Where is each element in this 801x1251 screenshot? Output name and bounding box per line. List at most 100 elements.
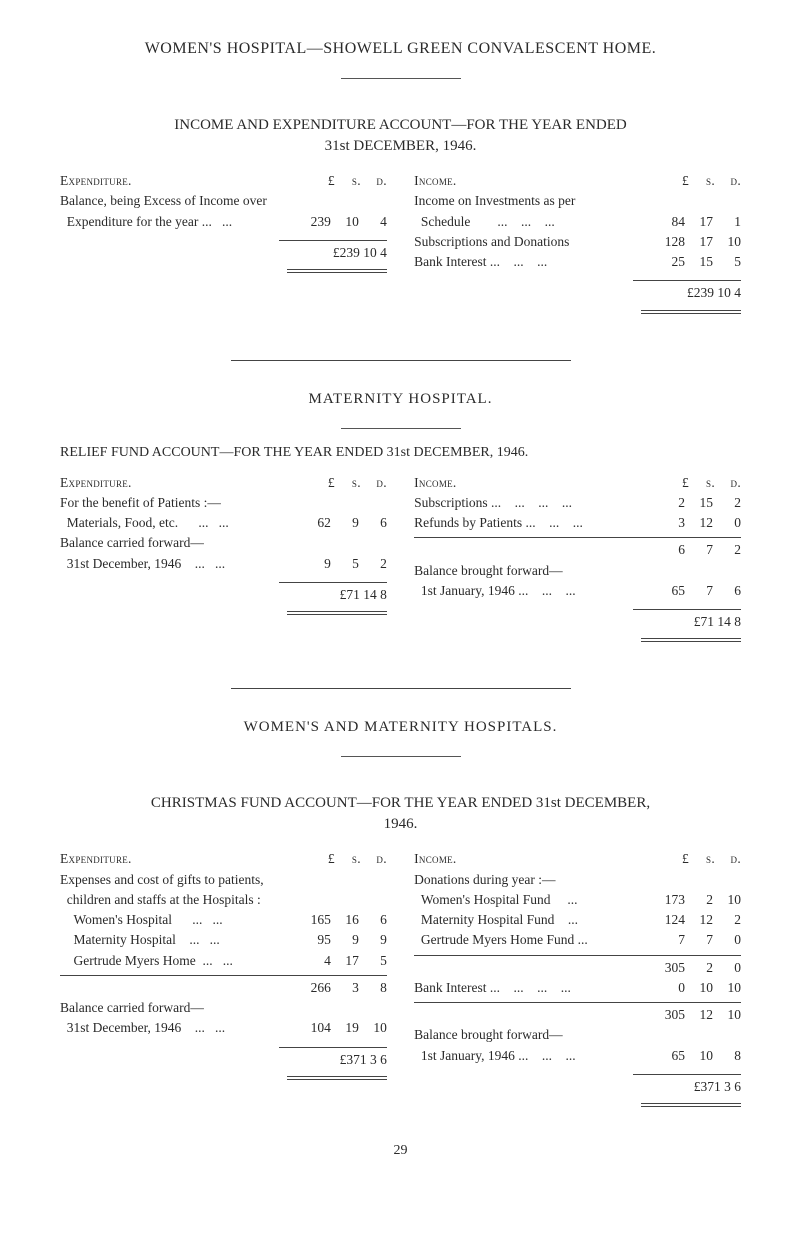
- ledger-row: Balance, being Excess of Income over: [60, 191, 387, 211]
- pence: [721, 561, 741, 581]
- ledger-row: Gertrude Myers Home Fund ... 7 7 0: [414, 930, 741, 950]
- row-label: Schedule ... ... ...: [414, 212, 635, 232]
- header-label: Income.: [414, 473, 663, 493]
- pounds: [643, 561, 685, 581]
- shillings: 17: [339, 951, 359, 971]
- pounds: 305: [643, 958, 685, 978]
- pounds: 62: [289, 513, 331, 533]
- total-value: £239 10 4: [641, 283, 741, 303]
- pence: 5: [721, 252, 741, 272]
- amt-head-pounds: £: [317, 473, 335, 493]
- shillings: 5: [339, 554, 359, 574]
- ledger-row: Balance brought forward—: [414, 1025, 741, 1045]
- column-header: Income. £ s. d.: [414, 473, 741, 493]
- total-rule: [60, 1074, 387, 1086]
- total-row: £71 14 8: [60, 578, 387, 605]
- pounds: 65: [643, 581, 685, 601]
- amount: [281, 493, 387, 513]
- ledger-row: Subscriptions ... ... ... ... 2 15 2: [414, 493, 741, 513]
- amount: 305 12 10: [635, 1005, 741, 1025]
- total-value: £371 3 6: [287, 1050, 387, 1070]
- pence: 4: [367, 212, 387, 232]
- ledger-row: 31st December, 1946 ... ... 9 5 2: [60, 554, 387, 574]
- row-label: Materials, Food, etc. ... ...: [60, 513, 281, 533]
- pence: 6: [367, 910, 387, 930]
- row-label: Gertrude Myers Home Fund ...: [414, 930, 635, 950]
- amount: £239 10 4: [633, 280, 741, 303]
- total-row: £239 10 4: [60, 236, 387, 263]
- amount: 128 17 10: [635, 232, 741, 252]
- shillings: 2: [693, 958, 713, 978]
- shillings: [339, 890, 359, 910]
- amount: [635, 1025, 741, 1045]
- amount: 173 2 10: [635, 890, 741, 910]
- shillings: [339, 533, 359, 553]
- combined-heading: WOMEN'S AND MATERNITY HOSPITALS.: [60, 719, 741, 736]
- rule: [231, 688, 571, 689]
- pence: [721, 870, 741, 890]
- ledger-row: Refunds by Patients ... ... ... 3 12 0: [414, 513, 741, 533]
- rule: [231, 360, 571, 361]
- pounds: 6: [643, 540, 685, 560]
- amount: [635, 870, 741, 890]
- pounds: 65: [643, 1046, 685, 1066]
- amount: [635, 191, 741, 211]
- row-label: Balance, being Excess of Income over: [60, 191, 281, 211]
- acct2-heading: RELIEF FUND ACCOUNT—FOR THE YEAR ENDED 3…: [60, 445, 741, 461]
- shillings: 10: [693, 1046, 713, 1066]
- amount: 62 9 6: [281, 513, 387, 533]
- pence: 10: [721, 978, 741, 998]
- row-label: [414, 1005, 635, 1025]
- amount: £371 3 6: [279, 1047, 387, 1070]
- pounds: [643, 870, 685, 890]
- ledger-row: Gertrude Myers Home ... ... 4 17 5: [60, 951, 387, 971]
- shillings: [339, 870, 359, 890]
- total-value: £371 3 6: [641, 1077, 741, 1097]
- row-label: Balance carried forward—: [60, 533, 281, 553]
- amount: 65 10 8: [635, 1046, 741, 1066]
- total-value: £71 14 8: [641, 612, 741, 632]
- amount: 266 3 8: [281, 978, 387, 998]
- ledger-row: Women's Hospital ... ... 165 16 6: [60, 910, 387, 930]
- maternity-heading: MATERNITY HOSPITAL.: [60, 391, 741, 408]
- shillings: [693, 1025, 713, 1045]
- ledger-row: Donations during year :—: [414, 870, 741, 890]
- ledger-row: Women's Hospital Fund ... 173 2 10: [414, 890, 741, 910]
- row-label: [60, 978, 281, 998]
- ledger-row: Maternity Hospital ... ... 95 9 9: [60, 930, 387, 950]
- row-label: Refunds by Patients ... ... ...: [414, 513, 635, 533]
- pounds: 305: [643, 1005, 685, 1025]
- row-label: Expenditure for the year ... ...: [60, 212, 281, 232]
- column-header: Income. £ s. d.: [414, 171, 741, 191]
- shillings: 19: [339, 1018, 359, 1038]
- amount: 65 7 6: [635, 581, 741, 601]
- total-row: £371 3 6: [60, 1043, 387, 1070]
- shillings: 15: [693, 252, 713, 272]
- pounds: 173: [643, 890, 685, 910]
- amount: 165 16 6: [281, 910, 387, 930]
- acct2-expenditure-col: Expenditure. £ s. d. For the benefit of …: [60, 473, 387, 649]
- pence: 9: [367, 930, 387, 950]
- amount: 104 19 10: [281, 1018, 387, 1038]
- amount: 6 7 2: [635, 540, 741, 560]
- ledger-row: Schedule ... ... ... 84 17 1: [414, 212, 741, 232]
- total-row: £71 14 8: [414, 605, 741, 632]
- amount: £371 3 6: [633, 1074, 741, 1097]
- amt-head-shillings: s.: [343, 473, 361, 493]
- total-rule: [414, 308, 741, 320]
- amt-head-shillings: s.: [697, 849, 715, 869]
- pence: [367, 493, 387, 513]
- amount: 2 15 2: [635, 493, 741, 513]
- pence: [721, 1025, 741, 1045]
- pence: 5: [367, 951, 387, 971]
- column-header: Expenditure. £ s. d.: [60, 473, 387, 493]
- ledger-row: 1st January, 1946 ... ... ... 65 10 8: [414, 1046, 741, 1066]
- pence: 10: [721, 232, 741, 252]
- total-rule: [414, 1101, 741, 1113]
- row-label: 1st January, 1946 ... ... ...: [414, 1046, 635, 1066]
- pounds: [289, 870, 331, 890]
- shillings: [693, 870, 713, 890]
- ledger-row: children and staffs at the Hospitals :: [60, 890, 387, 910]
- total-row: £239 10 4: [414, 276, 741, 303]
- subtotal-row: 305 12 10: [414, 1002, 741, 1025]
